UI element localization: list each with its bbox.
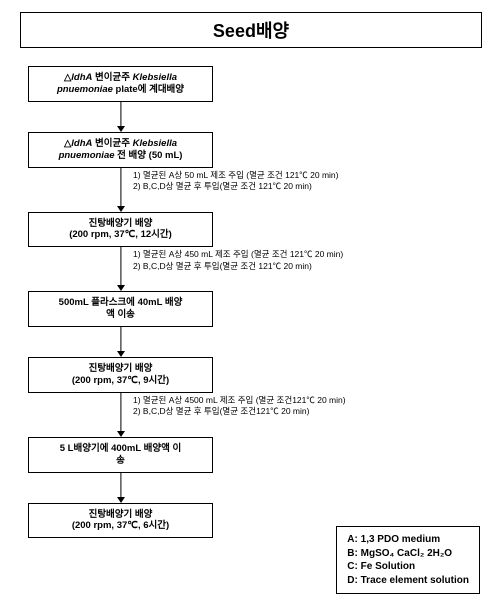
flow-note-2: 1) 멸균된 A상 450 mL 제조 주입 (멸균 조건 121℃ 20 mi… — [133, 249, 343, 272]
flow-node-1: △ldhA 변이균주 Klebsiellapnuemoniae 전 배양 (50… — [28, 132, 213, 168]
legend-line: A: 1,3 PDO medium — [347, 533, 469, 547]
flow-node-4: 진탕배양기 배양(200 rpm, 37℃, 9시간) — [28, 357, 213, 393]
flow-node-2: 진탕배양기 배양(200 rpm, 37℃, 12시간) — [28, 212, 213, 248]
flow-arrow-4: 1) 멸균된 A상 4500 mL 제조 주입 (멸균 조건121℃ 20 mi… — [28, 393, 213, 437]
flow-note-1: 1) 멸균된 A상 50 mL 제조 주입 (멸균 조건 121℃ 20 min… — [133, 170, 339, 193]
flow-node-3: 500mL 플라스크에 40mL 배양액 이송 — [28, 291, 213, 327]
flow-arrow-3 — [28, 327, 213, 357]
flow-arrow-1: 1) 멸균된 A상 50 mL 제조 주입 (멸균 조건 121℃ 20 min… — [28, 168, 213, 212]
legend-line: C: Fe Solution — [347, 560, 469, 574]
flow-arrow-0 — [28, 102, 213, 132]
legend-box: A: 1,3 PDO mediumB: MgSO₄ CaCl₂ 2H₂OC: F… — [336, 526, 480, 594]
legend-line: B: MgSO₄ CaCl₂ 2H₂O — [347, 547, 469, 561]
flowchart: △ldhA 변이균주 Klebsiellapnuemoniae plate에 계… — [28, 66, 502, 538]
flow-arrow-5 — [28, 473, 213, 503]
legend-line: D: Trace element solution — [347, 574, 469, 588]
flow-node-0: △ldhA 변이균주 Klebsiellapnuemoniae plate에 계… — [28, 66, 213, 102]
flow-note-4: 1) 멸균된 A상 4500 mL 제조 주입 (멸균 조건121℃ 20 mi… — [133, 395, 346, 418]
flow-node-5: 5 L배양기에 400mL 배양액 이송 — [28, 437, 213, 473]
flow-arrow-2: 1) 멸균된 A상 450 mL 제조 주입 (멸균 조건 121℃ 20 mi… — [28, 247, 213, 291]
flow-node-6: 진탕배양기 배양(200 rpm, 37℃, 6시간) — [28, 503, 213, 539]
page-title: Seed배양 — [20, 12, 482, 48]
